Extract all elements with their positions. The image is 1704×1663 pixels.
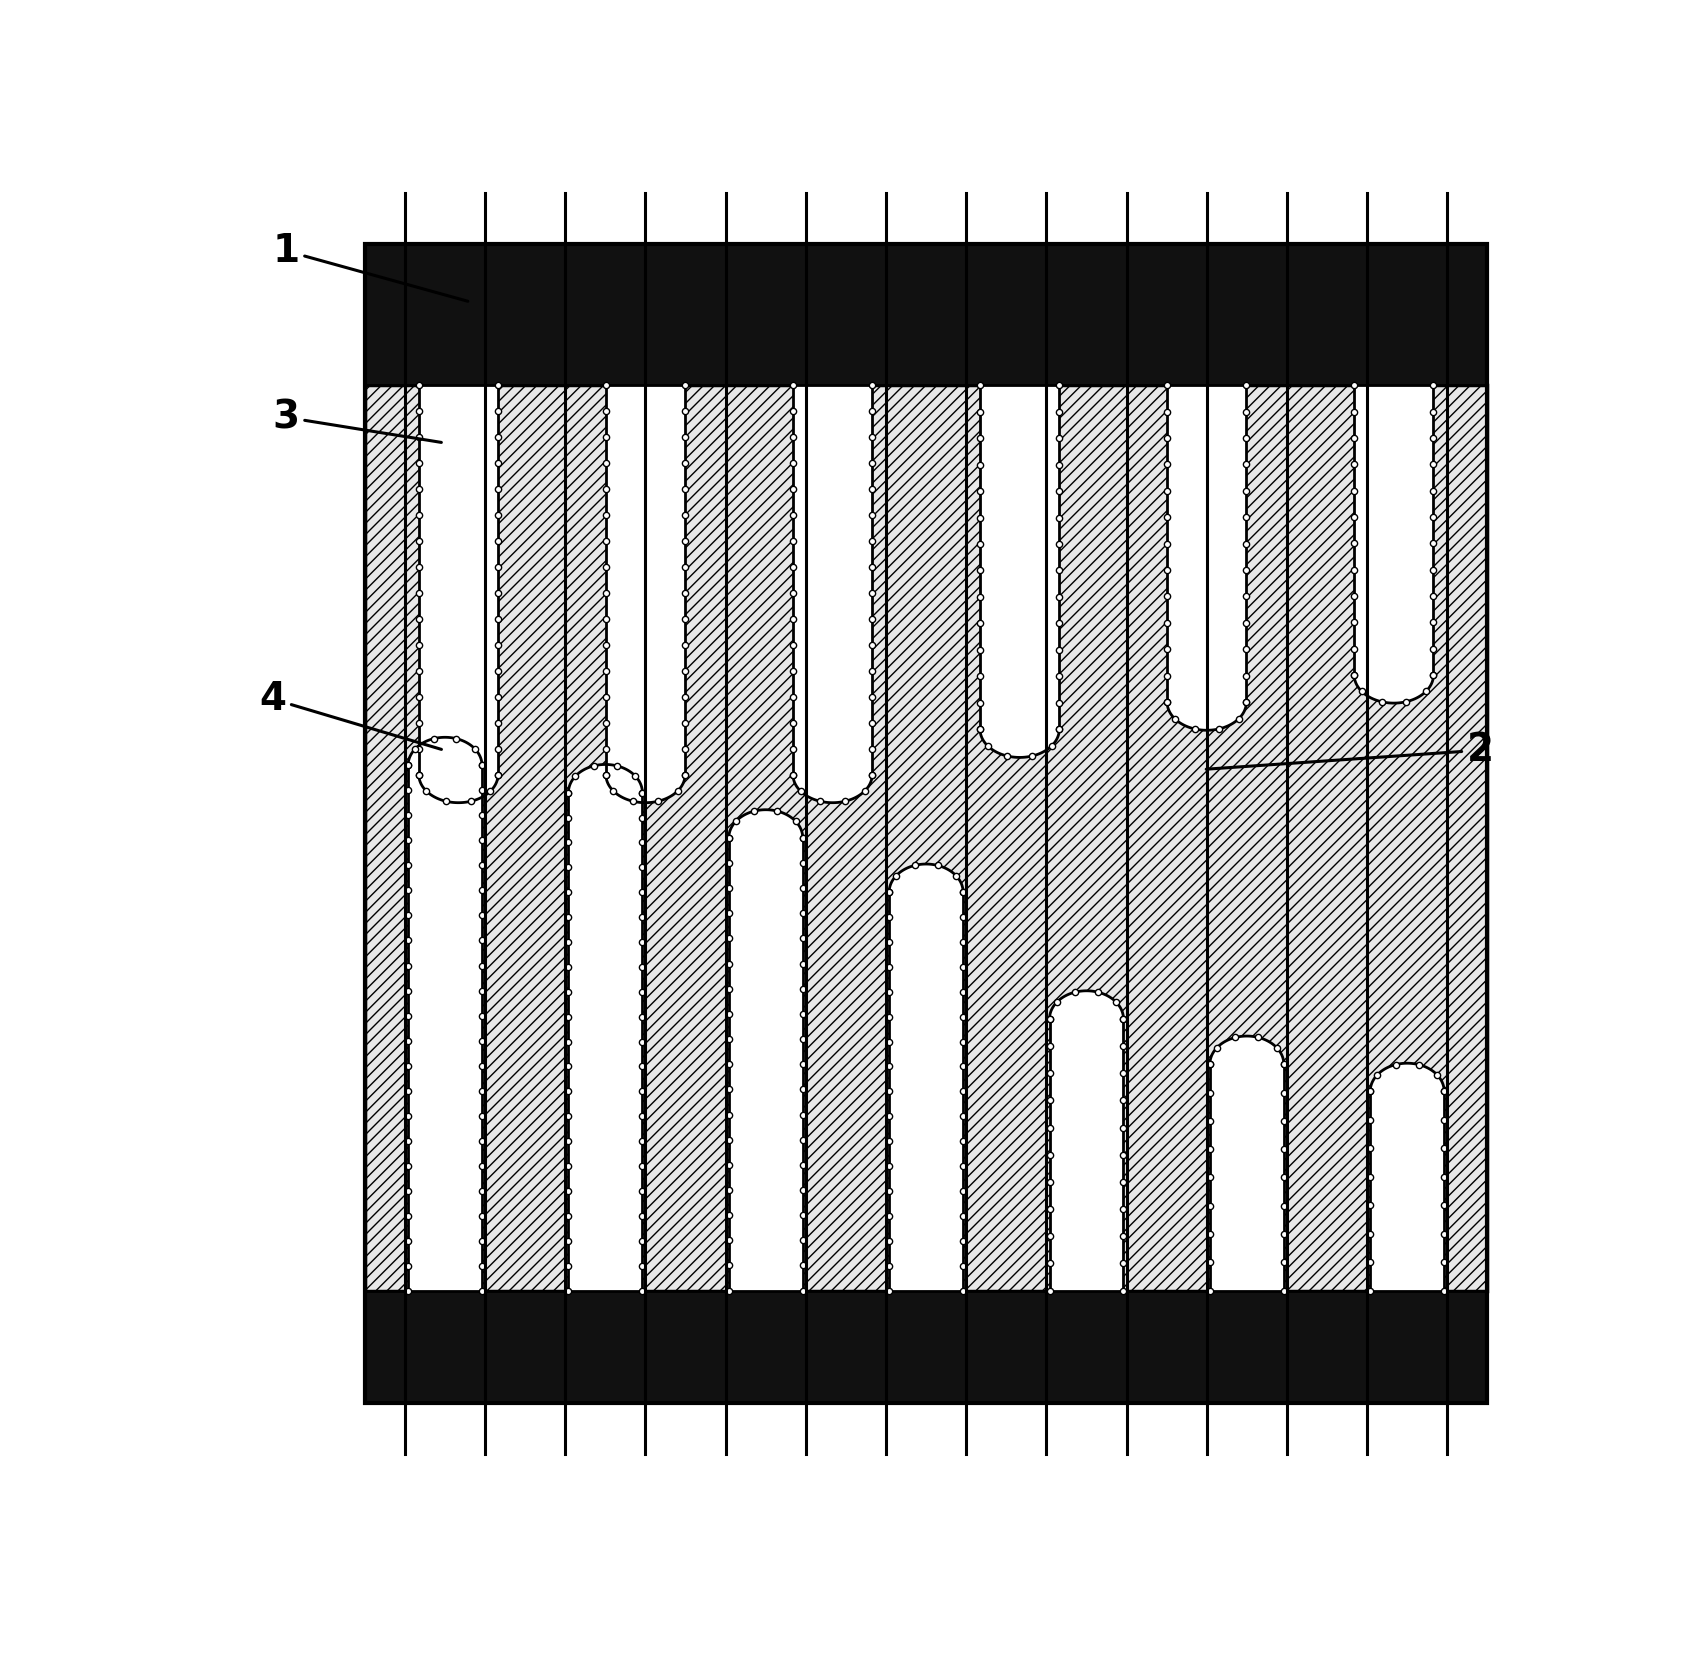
Ellipse shape [792, 747, 872, 803]
Bar [980, 386, 1060, 730]
Bar [607, 386, 685, 775]
Ellipse shape [1355, 647, 1433, 703]
Text: 1: 1 [273, 231, 469, 301]
Bar [1355, 386, 1433, 675]
Bar [792, 386, 872, 775]
Bar [1210, 1064, 1283, 1290]
Bar [407, 765, 482, 1290]
Bar [1370, 1091, 1445, 1290]
Ellipse shape [419, 747, 498, 803]
Ellipse shape [607, 747, 685, 803]
Text: 4: 4 [259, 680, 441, 750]
Bar [569, 793, 642, 1290]
Ellipse shape [1167, 674, 1246, 730]
Bar [889, 893, 963, 1290]
Bar [419, 386, 498, 775]
Ellipse shape [980, 702, 1060, 757]
Text: 2: 2 [1206, 732, 1494, 770]
Ellipse shape [729, 810, 803, 866]
Ellipse shape [1050, 991, 1123, 1048]
Ellipse shape [407, 737, 482, 793]
Bar [365, 244, 1488, 1404]
Bar [1050, 1019, 1123, 1290]
Ellipse shape [1210, 1036, 1283, 1093]
Bar [365, 1290, 1488, 1404]
Text: 3: 3 [273, 397, 441, 442]
Bar [365, 386, 1488, 1290]
Bar [365, 244, 1488, 386]
Bar [1167, 386, 1246, 702]
Bar [729, 838, 803, 1290]
Ellipse shape [569, 765, 642, 822]
Ellipse shape [889, 865, 963, 920]
Ellipse shape [1370, 1063, 1445, 1119]
